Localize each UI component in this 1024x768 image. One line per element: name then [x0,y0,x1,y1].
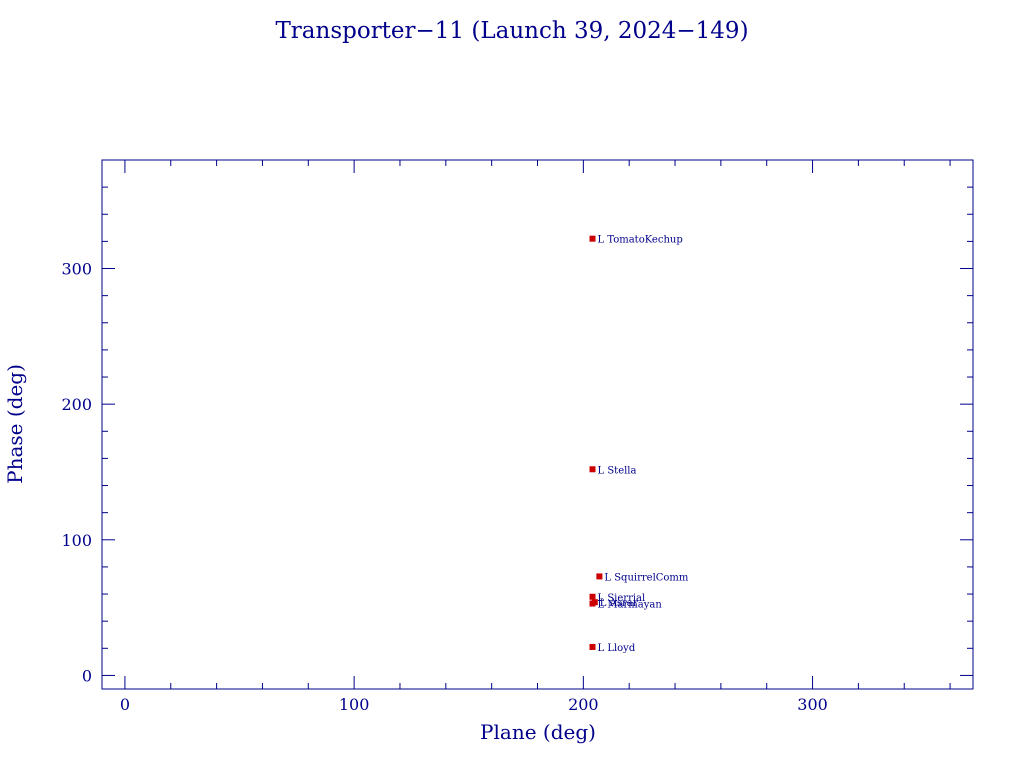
data-point [589,593,596,600]
y-tick-label: 0 [82,666,92,685]
y-axis-label: Phase (deg) [3,364,27,484]
chart-title: Transporter−11 (Launch 39, 2024−149) [275,18,748,44]
y-tick-label: 200 [61,395,92,414]
y-tick-label: 300 [61,260,92,279]
point-label: L SquirrelComm [604,572,689,583]
plot-frame [101,159,974,690]
y-tick-label: 100 [61,531,92,550]
x-tick-label: 300 [797,695,828,714]
point-label: L Stella [598,465,637,476]
tick-labels: 0 100 200 300 0 100 200 300 [61,260,827,714]
data-point [589,600,596,607]
x-tick-label: 100 [339,695,370,714]
point-label: L Marmayan [598,600,663,611]
x-axis-label: Plane (deg) [480,720,596,744]
data-point [589,643,596,650]
axis-ticks [102,160,973,689]
x-tick-label: 0 [120,695,130,714]
x-tick-label: 200 [568,695,599,714]
data-point [596,573,603,580]
point-label: L TomatoKechup [598,235,683,246]
point-label: L Lloyd [598,643,636,654]
data-points: L TomatoKechup L Stella L SquirrelComm L Si… [589,235,689,654]
data-point [589,466,596,473]
point-label: L Asrar [600,598,638,609]
point-label: L Sierrial [598,593,646,604]
data-point [589,235,596,242]
